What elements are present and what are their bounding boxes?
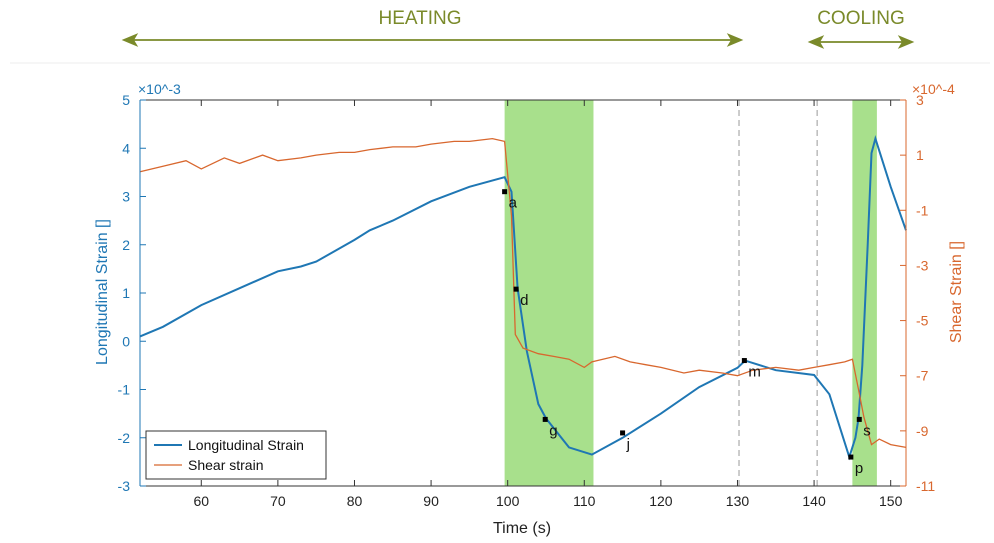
x-tick-label-150: 150	[879, 493, 903, 509]
point-label-d: d	[520, 292, 528, 309]
x-tick-label-130: 130	[726, 493, 750, 509]
right-tick-label--3: -3	[916, 257, 929, 273]
left-tick-label-2: 2	[122, 237, 130, 253]
legend-label-0: Longitudinal Strain	[188, 437, 304, 453]
right-tick-label--1: -1	[916, 202, 929, 218]
left-tick-label--3: -3	[118, 478, 131, 494]
x-tick-label-100: 100	[496, 493, 520, 509]
legend-label-1: Shear strain	[188, 457, 263, 473]
heating-label: HEATING	[378, 8, 461, 29]
left-axis-label: Longitudinal Strain []	[94, 219, 111, 365]
right-tick-label--5: -5	[916, 313, 929, 329]
point-marker-p	[848, 454, 854, 460]
left-tick-label--2: -2	[118, 430, 131, 446]
point-marker-m	[741, 358, 747, 364]
point-label-g: g	[549, 422, 557, 439]
cooling-label: COOLING	[817, 8, 905, 29]
x-tick-label-90: 90	[423, 493, 439, 509]
left-tick-label-1: 1	[122, 285, 130, 301]
left-axis-exponent: ×10^-3	[138, 81, 181, 97]
series-shear-strain-line	[139, 137, 907, 449]
right-tick-label-3: 3	[916, 92, 924, 108]
point-label-j: j	[626, 436, 630, 453]
right-tick-label-1: 1	[916, 147, 924, 163]
right-tick-label--11: -11	[916, 478, 935, 494]
x-tick-label-120: 120	[649, 493, 673, 509]
left-tick-label--1: -1	[118, 382, 131, 398]
right-tick-label--9: -9	[916, 423, 929, 439]
x-tick-label-140: 140	[802, 493, 826, 509]
point-marker-j	[620, 430, 626, 436]
point-label-m: m	[748, 364, 761, 381]
legend-box	[145, 430, 327, 480]
point-marker-d	[513, 286, 519, 292]
heating-arrow	[121, 33, 744, 47]
x-tick-label-70: 70	[270, 493, 286, 509]
cooling-arrow	[807, 35, 915, 49]
left-tick-label-5: 5	[122, 92, 130, 108]
left-tick-label-4: 4	[122, 140, 130, 156]
point-label-s: s	[863, 422, 871, 439]
left-tick-label-3: 3	[122, 189, 130, 205]
point-marker-g	[542, 416, 548, 422]
x-tick-label-80: 80	[347, 493, 363, 509]
point-label-p: p	[855, 460, 863, 477]
x-tick-label-60: 60	[193, 493, 209, 509]
right-axis-label: Shear Strain []	[948, 241, 965, 343]
point-label-a: a	[509, 195, 518, 212]
x-axis-label: Time (s)	[493, 520, 551, 537]
right-axis-exponent: ×10^-4	[912, 81, 955, 97]
x-tick-label-110: 110	[573, 493, 596, 509]
point-marker-a	[502, 189, 508, 195]
left-tick-label-0: 0	[122, 333, 130, 349]
right-tick-label--7: -7	[916, 368, 929, 384]
point-marker-s	[856, 416, 862, 422]
